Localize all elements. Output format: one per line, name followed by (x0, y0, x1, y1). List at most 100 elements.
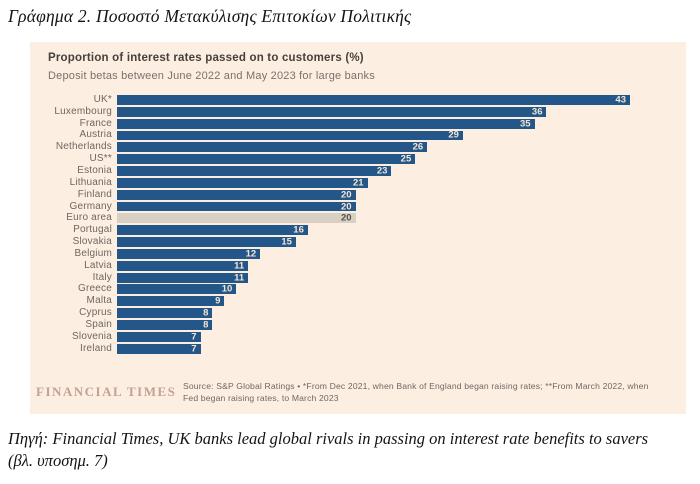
bar: 43 (117, 94, 630, 106)
category-label: Euro area (66, 212, 112, 224)
bar: 20 (117, 188, 356, 200)
bar: 7 (117, 331, 201, 343)
bar-chart-area: UK* 43 Luxembourg 36 France 35 Austria 29 Nether… (30, 94, 670, 355)
category-label: Slovakia (72, 236, 112, 248)
bar-row: Netherlands 26 (30, 141, 670, 153)
bar-row: UK* 43 (30, 94, 670, 106)
bar-row: Germany 20 (30, 201, 670, 213)
value-label: 23 (376, 165, 388, 177)
bar: 15 (117, 237, 296, 247)
value-label: 20 (341, 212, 352, 224)
bar-row: Slovenia 7 (30, 331, 670, 343)
category-label: UK* (93, 93, 112, 105)
bar: 7 (117, 342, 201, 354)
category-label: France (79, 117, 112, 129)
bar-track: 12 (117, 248, 630, 260)
bar-track: 11 (117, 271, 630, 283)
bar: 25 (117, 153, 416, 165)
bar: 11 (117, 271, 249, 283)
bar: 16 (117, 224, 308, 236)
bar-row: Belgium 12 (30, 248, 670, 260)
bar-track: 9 (117, 295, 630, 307)
bar: 10 (117, 283, 237, 295)
category-label: Belgium (74, 247, 112, 259)
category-label: Slovenia (72, 330, 112, 342)
category-label: Netherlands (55, 141, 112, 153)
value-label: 20 (341, 200, 352, 212)
bar-track: 20 (117, 212, 630, 224)
bar: 12 (117, 248, 261, 260)
bar-row: Austria 29 (30, 130, 670, 142)
category-label: Italy (92, 271, 112, 283)
bar-track: 8 (117, 307, 630, 319)
category-label: Austria (79, 129, 112, 141)
category-label: Malta (86, 295, 112, 307)
bar-track: 10 (117, 283, 630, 295)
value-label: 8 (203, 307, 209, 319)
bar-row: Spain 8 (30, 319, 670, 331)
value-label: 43 (615, 94, 626, 106)
value-label: 16 (293, 224, 304, 236)
financial-times-logo: FINANCIAL TIMES (36, 384, 177, 399)
category-label: Germany (69, 200, 112, 212)
bar-track: 7 (117, 342, 630, 354)
value-label: 25 (400, 153, 412, 165)
value-label: 7 (191, 331, 197, 343)
bar-row: Cyprus 8 (30, 307, 670, 319)
bar-row: Estonia 23 (30, 165, 670, 177)
bar-track: 8 (117, 320, 630, 330)
value-label: 8 (203, 319, 209, 331)
value-label: 26 (412, 141, 424, 153)
category-label: Portugal (73, 224, 112, 236)
category-label: Cyprus (79, 307, 112, 319)
bar-track: 16 (117, 224, 630, 236)
bar: 35 (117, 117, 535, 129)
bar-row: Finland 20 (30, 189, 670, 201)
bar-highlight: 20 (117, 212, 356, 224)
ft-chart-panel: Proportion of interest rates passed on t… (30, 42, 686, 414)
category-label: Latvia (84, 259, 112, 271)
bar-row: Slovakia 15 (30, 236, 670, 248)
value-label: 11 (234, 271, 245, 283)
category-label: Greece (78, 283, 112, 295)
bar-row: Lithuania 21 (30, 177, 670, 189)
greek-caption: Πηγή: Financial Times, UK banks lead glo… (8, 428, 696, 473)
value-label: 35 (519, 117, 531, 129)
bar-track: 20 (117, 188, 630, 200)
chart-subtitle: Deposit betas between June 2022 and May … (48, 70, 375, 82)
bar: 23 (117, 165, 392, 177)
bar: 11 (117, 259, 249, 271)
bar-row: Luxembourg 36 (30, 106, 670, 118)
bar-row: Latvia 11 (30, 260, 670, 272)
bar-track: 43 (117, 94, 630, 106)
bar-track: 25 (117, 153, 630, 165)
value-label: 7 (191, 342, 197, 354)
bar-track: 29 (117, 130, 630, 141)
bar: 8 (117, 307, 213, 319)
value-label: 9 (215, 295, 221, 307)
category-label: Spain (85, 318, 112, 330)
bar: 26 (117, 141, 428, 153)
figure-title: Γράφημα 2. Ποσοστό Μετακύλισης Επιτοκίων… (8, 6, 412, 26)
bar-track: 23 (117, 166, 630, 176)
bar-row: Greece 10 (30, 284, 670, 296)
value-label: 12 (245, 248, 257, 260)
bar: 8 (117, 319, 213, 331)
bar-track: 36 (117, 106, 630, 117)
value-label: 15 (281, 236, 292, 248)
bar-track: 15 (117, 237, 630, 247)
bar-row: France 35 (30, 118, 670, 130)
source-note: Source: S&P Global Ratings • *From Dec 2… (183, 381, 649, 404)
value-label: 20 (341, 188, 352, 200)
value-label: 10 (221, 283, 233, 295)
bar-track: 11 (117, 259, 630, 271)
bar: 9 (117, 295, 225, 307)
bar-row: Euro area 20 (30, 212, 670, 224)
bar-track: 35 (117, 117, 630, 129)
bar: 21 (117, 177, 368, 188)
value-label: 11 (234, 259, 245, 271)
caption-line-1: Πηγή: Financial Times, UK banks lead glo… (8, 429, 649, 448)
category-label: Luxembourg (54, 105, 112, 117)
bar-track: 26 (117, 141, 630, 153)
bar-row: Ireland 7 (30, 343, 670, 355)
